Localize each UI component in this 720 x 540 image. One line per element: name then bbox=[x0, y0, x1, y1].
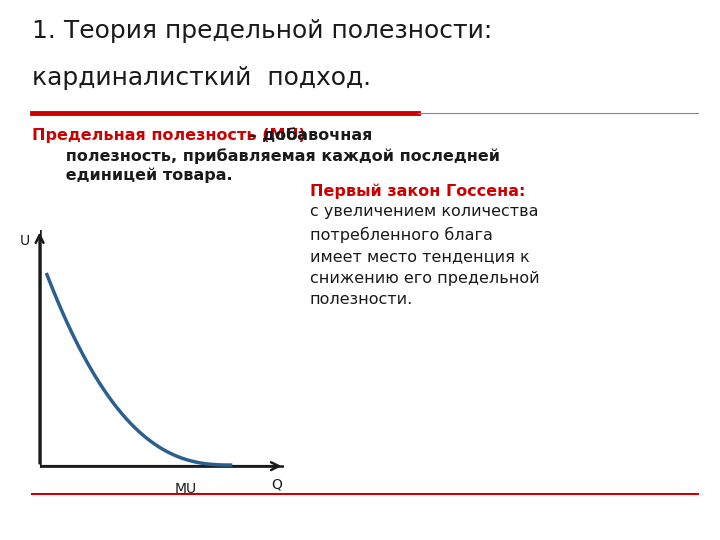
Text: U: U bbox=[20, 234, 30, 248]
Text: – добавочная: – добавочная bbox=[243, 128, 373, 143]
Text: Предельная полезность (MU): Предельная полезность (MU) bbox=[32, 128, 306, 143]
Text: Первый закон Госсена:: Первый закон Госсена: bbox=[310, 184, 525, 199]
Text: полезность, прибавляемая каждой последней: полезность, прибавляемая каждой последне… bbox=[32, 148, 500, 164]
Text: единицей товара.: единицей товара. bbox=[32, 168, 233, 184]
Text: 1. Теория предельной полезности:: 1. Теория предельной полезности: bbox=[32, 19, 492, 43]
Text: Q: Q bbox=[271, 477, 282, 491]
Text: MU: MU bbox=[174, 482, 197, 496]
Text: кардиналисткий  подход.: кардиналисткий подход. bbox=[32, 66, 372, 90]
Text: с увеличением количества
потребленного блага
имеет место тенденция к
снижению ег: с увеличением количества потребленного б… bbox=[310, 204, 539, 307]
